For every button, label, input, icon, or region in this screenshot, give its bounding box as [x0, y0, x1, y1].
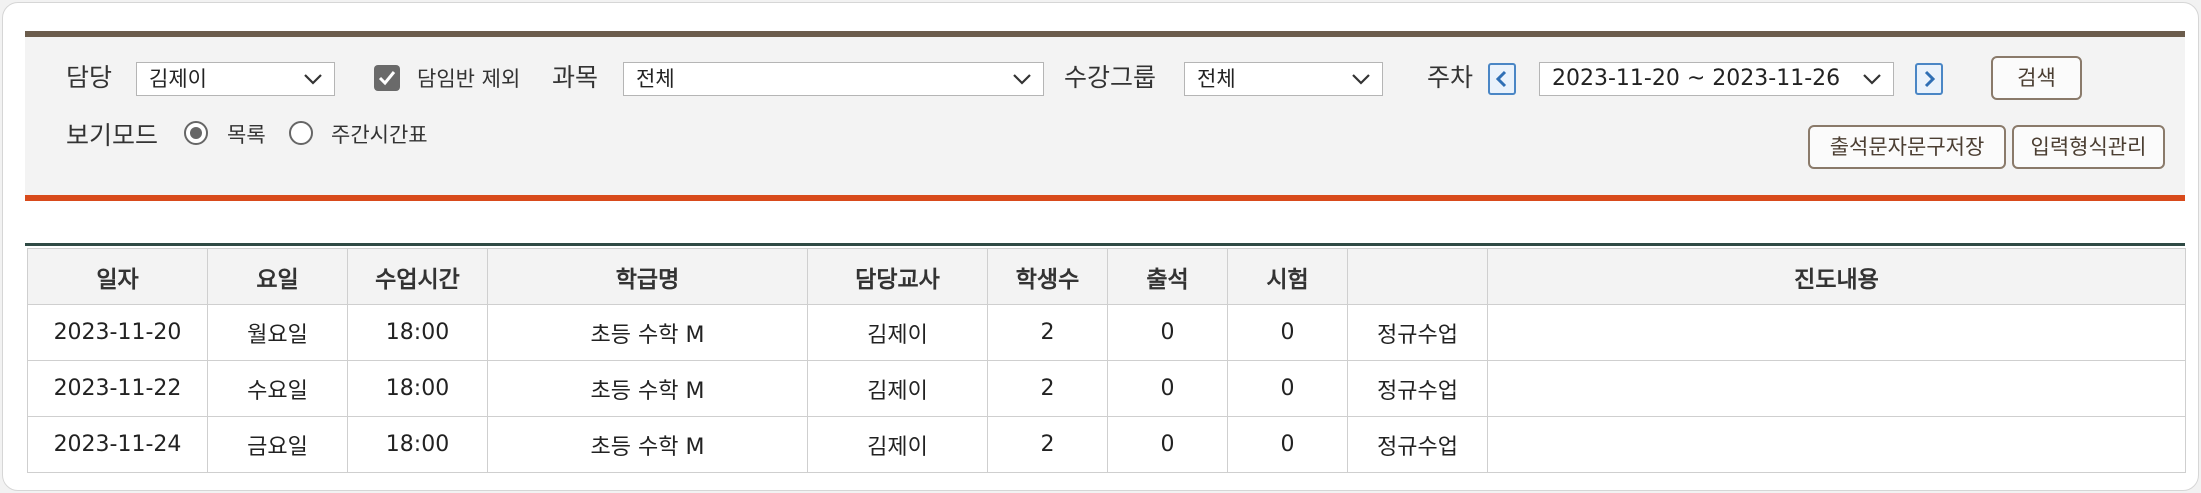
chevron-down-icon [1863, 74, 1881, 85]
group-label: 수강그룹 [1064, 63, 1157, 92]
cell-date: 2023-11-24 [27, 416, 208, 473]
cell-class-time: 18:00 [347, 360, 488, 417]
col-weekday: 요일 [207, 248, 348, 305]
chevron-down-icon [304, 74, 322, 85]
cell-teacher: 김제이 [807, 416, 988, 473]
cell-class-name: 초등 수학 M [487, 416, 808, 473]
cell-progress[interactable] [1487, 304, 2186, 361]
table-header-row: 일자 요일 수업시간 학급명 담당교사 학생수 출석 시험 진도내용 [27, 248, 2186, 305]
col-student-count: 학생수 [987, 248, 1108, 305]
cell-attendance: 0 [1107, 304, 1228, 361]
input-format-manage-button[interactable]: 입력형식관리 [2012, 125, 2165, 169]
week-select[interactable]: 2023-11-20 ~ 2023-11-26 [1539, 62, 1894, 96]
table-row[interactable]: 2023-11-24 금요일 18:00 초등 수학 M 김제이 2 0 0 정… [27, 416, 2186, 473]
next-week-button[interactable] [1915, 63, 1943, 95]
chevron-left-icon [1495, 70, 1507, 88]
table-top-divider [25, 243, 2185, 246]
prev-week-button[interactable] [1488, 63, 1516, 95]
cell-class-name: 초등 수학 M [487, 360, 808, 417]
cell-exam: 0 [1227, 360, 1348, 417]
col-exam: 시험 [1227, 248, 1348, 305]
cell-attendance: 0 [1107, 360, 1228, 417]
view-mode-weekly-label: 주간시간표 [331, 123, 428, 147]
cell-attendance: 0 [1107, 416, 1228, 473]
cell-class-time: 18:00 [347, 304, 488, 361]
col-class-time: 수업시간 [347, 248, 488, 305]
cell-class-time: 18:00 [347, 416, 488, 473]
cell-student-count: 2 [987, 304, 1108, 361]
cell-progress[interactable] [1487, 416, 2186, 473]
col-attendance: 출석 [1107, 248, 1228, 305]
week-select-value: 2023-11-20 ~ 2023-11-26 [1552, 66, 1841, 91]
table-row[interactable]: 2023-11-20 월요일 18:00 초등 수학 M 김제이 2 0 0 정… [27, 304, 2186, 361]
cell-weekday: 월요일 [207, 304, 348, 361]
col-progress: 진도내용 [1487, 248, 2186, 305]
attendance-table: 일자 요일 수업시간 학급명 담당교사 학생수 출석 시험 진도내용 2023-… [27, 248, 2186, 473]
view-mode-label: 보기모드 [66, 121, 159, 150]
save-sms-template-button[interactable]: 출석문자문구저장 [1808, 125, 2006, 169]
teacher-select-value: 김제이 [149, 67, 207, 91]
cell-weekday: 수요일 [207, 360, 348, 417]
cell-class-type: 정규수업 [1347, 416, 1488, 473]
col-teacher: 담당교사 [807, 248, 988, 305]
teacher-label: 담당 [66, 63, 113, 92]
cell-exam: 0 [1227, 304, 1348, 361]
chevron-down-icon [1013, 74, 1031, 85]
view-mode-list-label: 목록 [227, 123, 266, 147]
chevron-down-icon [1352, 74, 1370, 85]
subject-select-value: 전체 [636, 67, 675, 91]
col-class-name: 학급명 [487, 248, 808, 305]
cell-student-count: 2 [987, 416, 1108, 473]
view-mode-list-radio[interactable] [184, 121, 208, 145]
subject-label: 과목 [552, 63, 599, 92]
cell-teacher: 김제이 [807, 304, 988, 361]
view-mode-weekly-radio[interactable] [289, 121, 313, 145]
cell-teacher: 김제이 [807, 360, 988, 417]
exclude-homeroom-checkbox[interactable] [374, 65, 400, 91]
chevron-right-icon [1924, 70, 1936, 88]
teacher-select[interactable]: 김제이 [136, 62, 335, 96]
col-class-type [1347, 248, 1488, 305]
group-select-value: 전체 [1197, 67, 1236, 91]
exclude-homeroom-label: 담임반 제외 [417, 67, 521, 91]
cell-weekday: 금요일 [207, 416, 348, 473]
group-select[interactable]: 전체 [1184, 62, 1383, 96]
cell-date: 2023-11-22 [27, 360, 208, 417]
filter-panel: 담당 김제이 담임반 제외 과목 전체 수강그룹 전체 주차 2023-11-2… [25, 31, 2185, 201]
cell-date: 2023-11-20 [27, 304, 208, 361]
table-row[interactable]: 2023-11-22 수요일 18:00 초등 수학 M 김제이 2 0 0 정… [27, 360, 2186, 417]
cell-exam: 0 [1227, 416, 1348, 473]
cell-class-type: 정규수업 [1347, 360, 1488, 417]
cell-student-count: 2 [987, 360, 1108, 417]
week-label: 주차 [1427, 63, 1474, 92]
search-button[interactable]: 검색 [1991, 56, 2082, 100]
checkmark-icon [378, 71, 396, 86]
subject-select[interactable]: 전체 [623, 62, 1044, 96]
cell-class-type: 정규수업 [1347, 304, 1488, 361]
cell-class-name: 초등 수학 M [487, 304, 808, 361]
col-date: 일자 [27, 248, 208, 305]
cell-progress[interactable] [1487, 360, 2186, 417]
